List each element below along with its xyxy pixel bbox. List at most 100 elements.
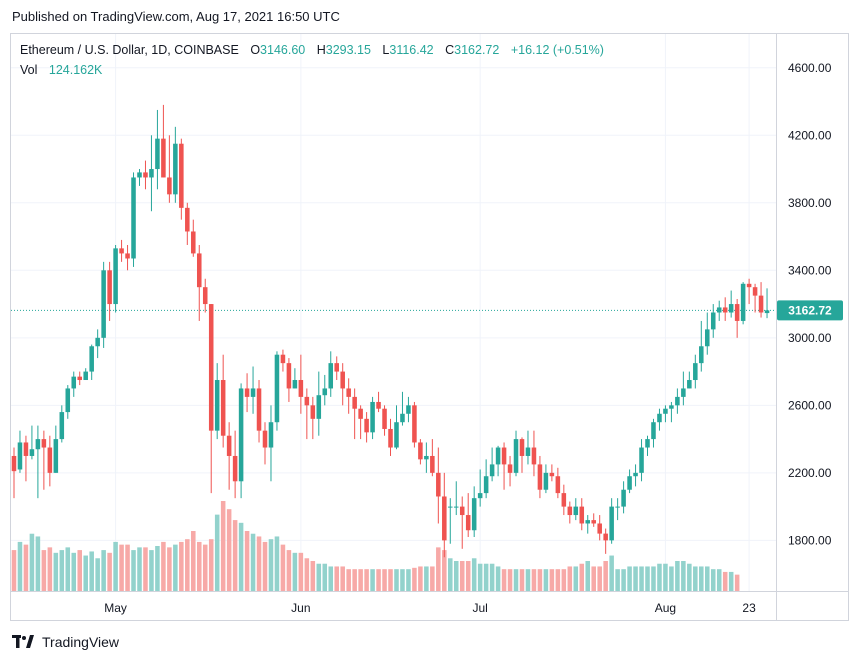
high-value: 3293.15 (325, 43, 371, 57)
candle-body (161, 138, 166, 178)
volume-bar (693, 566, 698, 591)
volume-bar (615, 569, 620, 591)
volume-bar (137, 547, 142, 591)
volume-bar (310, 561, 316, 591)
chart-legend: Ethereum / U.S. Dollar, 1D, COINBASE O31… (20, 40, 604, 80)
high-label: H (316, 43, 326, 57)
chart-frame (10, 33, 849, 621)
candle-body (304, 396, 310, 406)
volume-bar (531, 569, 537, 591)
volume-bar (573, 566, 579, 591)
volume-bar (430, 566, 435, 591)
candle-body (352, 396, 357, 409)
volume-bar (107, 552, 112, 591)
candle-body (597, 523, 602, 534)
volume-bar (633, 566, 638, 591)
volume-bar (53, 552, 59, 591)
volume-bar (220, 501, 226, 591)
candle-body (196, 253, 202, 288)
candle-body (645, 439, 650, 448)
candle-body (585, 520, 591, 524)
candle-body (531, 447, 537, 465)
volume-label: Vol (20, 63, 38, 77)
y-tick-label: 3400.00 (788, 263, 832, 277)
candle-body (173, 143, 178, 195)
candle-body (555, 476, 561, 494)
footer-brand[interactable]: TradingView (12, 634, 119, 650)
volume-bar (424, 566, 429, 591)
volume-bar (95, 558, 100, 591)
candle-body (418, 442, 423, 460)
candle-body (310, 405, 316, 419)
volume-bar (143, 547, 148, 591)
candle-body (430, 455, 435, 473)
candle-body (11, 455, 17, 472)
candle-body (746, 283, 752, 288)
candle-body (202, 287, 208, 305)
volume-bar (579, 563, 585, 591)
symbol-title[interactable]: Ethereum / U.S. Dollar, 1D, COINBASE (20, 43, 239, 57)
volume-bar (591, 566, 596, 591)
volume-bar (543, 569, 549, 591)
volume-bar (340, 566, 345, 591)
candle-body (716, 307, 722, 313)
candle-body (376, 401, 381, 409)
candle-body (256, 388, 262, 431)
volume-bar (316, 563, 322, 591)
volume-bar (352, 569, 357, 591)
candle-body (53, 439, 59, 473)
volume-bar (65, 547, 71, 591)
volume-bar (35, 536, 41, 591)
volume-bar (131, 550, 136, 591)
y-tick-label: 3000.00 (788, 331, 832, 345)
published-caption: Published on TradingView.com, Aug 17, 20… (12, 9, 340, 24)
candle-body (316, 395, 322, 419)
volume-bar (459, 561, 465, 591)
candle-body (119, 248, 124, 254)
volume-bar (196, 541, 202, 591)
candle-body (208, 304, 214, 431)
y-tick-label: 1800.00 (788, 533, 832, 547)
volume-bar (477, 563, 483, 591)
candle-body (394, 422, 399, 448)
volume-bar (507, 569, 513, 591)
candle-body (740, 283, 746, 321)
candle-body (459, 506, 465, 516)
volume-bar (370, 569, 375, 591)
candle-body (681, 388, 686, 397)
candle-body (370, 401, 375, 433)
volume-bar (83, 555, 88, 591)
volume-bar (621, 569, 626, 591)
tradingview-logo-icon (12, 635, 36, 649)
candle-body (364, 418, 369, 433)
volume-bar (722, 571, 728, 591)
volume-bar (214, 514, 220, 591)
volume-bar (149, 550, 154, 591)
volume-bar (101, 550, 106, 591)
candle-body (591, 520, 596, 524)
y-tick-label: 2600.00 (788, 398, 832, 412)
last-price-tag (777, 300, 843, 321)
candle-body (388, 428, 393, 448)
low-label: L (382, 43, 390, 57)
volume-bar (185, 539, 190, 591)
volume-bar (23, 544, 29, 591)
volume-bar (400, 569, 405, 591)
candle-body (155, 138, 160, 170)
candle-body (262, 430, 268, 448)
volume-bar (597, 566, 602, 591)
candle-body (400, 413, 405, 423)
volume-bar (406, 569, 411, 591)
volume-bar (173, 544, 178, 591)
volume-row: Vol 124.162K (20, 60, 604, 80)
candle-body (328, 363, 334, 389)
candle-body (543, 472, 549, 490)
candle-body (453, 506, 459, 508)
candle-body (507, 464, 513, 473)
close-value: 3162.72 (454, 43, 500, 57)
candle-body (101, 270, 106, 338)
candle-body (406, 405, 411, 414)
candle-body (627, 476, 632, 490)
candle-body (639, 447, 644, 473)
